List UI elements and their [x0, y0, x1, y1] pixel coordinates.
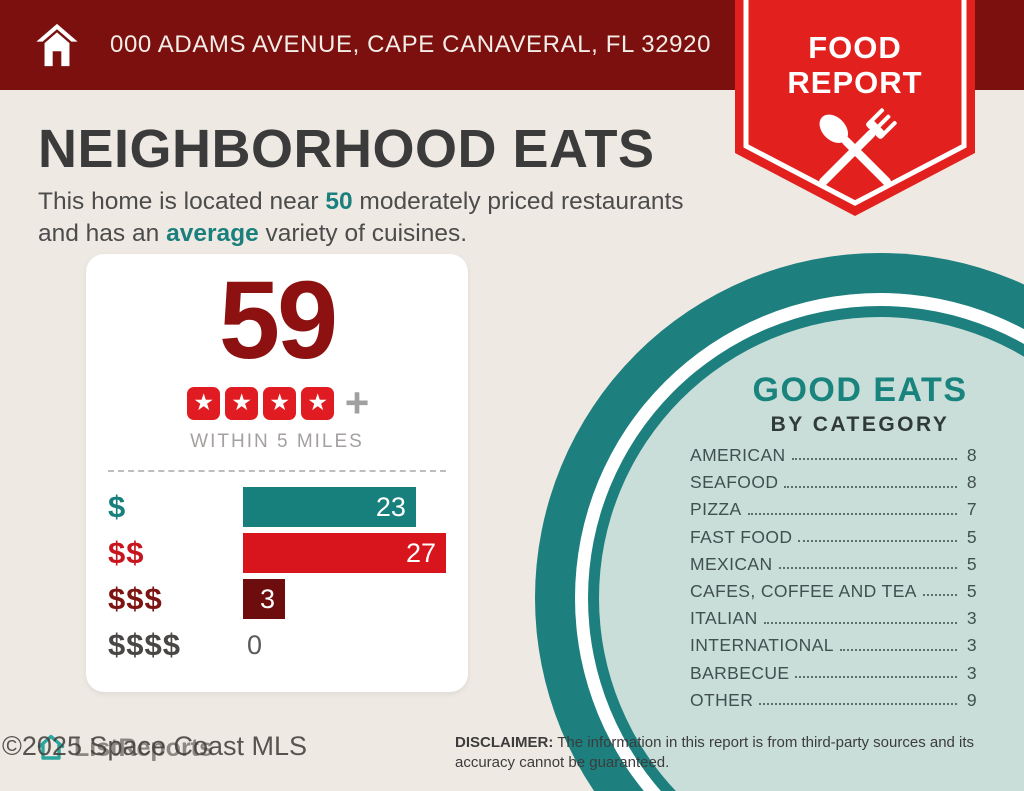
chart-row-price1: $ 23 [108, 487, 446, 527]
category-label: MEXICAN [690, 553, 773, 574]
intro-text: This home is located near 50 moderately … [38, 186, 710, 251]
star-rating: ★ ★ ★ ★ + [86, 382, 468, 424]
bar-track: 3 [243, 579, 446, 619]
ribbon-line1: FOOD [808, 30, 902, 65]
bar-value: 27 [405, 537, 436, 568]
good-eats-title: GOOD EATS [752, 371, 968, 409]
category-row: BARBECUE 3 [690, 660, 977, 687]
chart-row-price3: $$$ 3 [108, 579, 446, 619]
dotted-leader [839, 641, 957, 651]
listreports-house-icon [37, 734, 65, 760]
category-label: CAFES, COFFEE AND TEA [690, 581, 917, 602]
category-label: BARBECUE [690, 662, 790, 683]
bar-price3: 3 [243, 579, 285, 619]
category-label: SEAFOOD [690, 472, 779, 493]
category-row: AMERICAN 8 [690, 442, 977, 469]
restaurant-summary-card: 59 ★ ★ ★ ★ + WITHIN 5 MILES $ 23 $$ 27 $$$ [86, 254, 468, 692]
dotted-leader [798, 532, 957, 542]
star-icon: ★ [187, 386, 221, 420]
price-label: $$$$ [108, 627, 181, 662]
price-level-chart: $ 23 $$ 27 $$$ 3 $$$$ 0 [108, 487, 446, 665]
category-count: 5 [966, 526, 977, 547]
page-title: NEIGHBORHOOD EATS [38, 119, 655, 179]
intro-pre: This home is located near [38, 188, 326, 215]
ribbon-line2: REPORT [787, 65, 922, 100]
dashed-divider [108, 470, 446, 472]
category-row: INTERNATIONAL 3 [690, 632, 977, 659]
dotted-leader [784, 478, 957, 488]
price-label: $ [108, 489, 127, 524]
variety-highlight: average [166, 220, 259, 248]
listreports-logo: ListReports [36, 733, 213, 763]
radius-label: WITHIN 5 MILES [190, 431, 364, 452]
bar-track: 0 [243, 625, 446, 665]
dotted-leader [922, 587, 957, 597]
mls-watermark: ©2025 Space Coast MLS [2, 731, 308, 761]
disclaimer-text: The information in this report is from t… [455, 734, 975, 772]
bar-price1: 23 [243, 487, 416, 527]
category-label: PIZZA [690, 499, 742, 520]
category-count: 8 [966, 472, 977, 493]
dotted-leader [763, 614, 957, 624]
disclaimer: DISCLAIMER: The information in this repo… [455, 733, 1020, 774]
star-icon: ★ [225, 386, 259, 420]
category-row: OTHER 9 [690, 687, 977, 714]
bar-value: 0 [247, 629, 263, 660]
price-label: $$$ [108, 581, 163, 616]
chart-row-price2: $$ 27 [108, 533, 446, 573]
restaurant-count: 50 [325, 188, 353, 215]
spoon-fork-icon [819, 108, 897, 186]
good-eats-subtitle: BY CATEGORY [770, 413, 950, 436]
category-list: AMERICAN 8 SEAFOOD 8 PIZZA 7 FAST FOOD 5 MEXICAN… [690, 442, 977, 714]
bar-track: 27 [243, 533, 446, 573]
category-row: ITALIAN 3 [690, 605, 977, 632]
category-label: AMERICAN [690, 445, 786, 466]
dotted-leader [747, 505, 957, 515]
intro-mid: moderately priced restaurants and has an [38, 188, 684, 248]
plus-icon: + [344, 379, 370, 426]
dotted-leader [759, 695, 957, 706]
listreports-logo-text: ListReports [74, 733, 213, 762]
category-label: FAST FOOD [690, 526, 793, 547]
good-eats-circle: GOOD EATS BY CATEGORY AMERICAN 8 SEAFOOD 8 P… [535, 253, 1024, 791]
bar-track: 23 [243, 487, 446, 527]
star-icon: ★ [263, 386, 297, 420]
bar-price2: 27 [243, 533, 446, 573]
category-label: INTERNATIONAL [690, 635, 834, 656]
category-count: 7 [966, 499, 977, 520]
disclaimer-label: DISCLAIMER: [455, 734, 554, 751]
dotted-leader [778, 560, 957, 570]
dotted-leader [791, 451, 957, 461]
category-count: 8 [966, 445, 977, 466]
total-restaurants: 59 [218, 259, 338, 382]
bar-value: 3 [259, 583, 275, 614]
category-row: PIZZA 7 [690, 496, 977, 523]
price-label: $$ [108, 535, 145, 570]
category-count: 5 [966, 581, 977, 602]
category-count: 9 [966, 689, 977, 710]
category-count: 3 [966, 662, 977, 683]
star-icon: ★ [301, 386, 335, 420]
chart-row-price4: $$$$ 0 [108, 625, 446, 665]
intro-post: variety of cuisines. [258, 220, 468, 248]
dotted-leader [795, 668, 957, 678]
star-badges: ★ ★ ★ ★ [185, 386, 337, 420]
bar-value: 23 [375, 491, 406, 522]
property-address: 000 ADAMS AVENUE, CAPE CANAVERAL, FL 329… [110, 31, 712, 58]
category-row: FAST FOOD 5 [690, 524, 977, 551]
category-row: SEAFOOD 8 [690, 469, 977, 496]
category-row: MEXICAN 5 [690, 551, 977, 578]
category-count: 3 [966, 608, 977, 629]
category-row: CAFES, COFFEE AND TEA 5 [690, 578, 977, 605]
food-report-ribbon: FOOD REPORT [735, 0, 975, 216]
category-label: OTHER [690, 689, 754, 710]
category-count: 5 [966, 553, 977, 574]
category-count: 3 [966, 635, 977, 656]
bar-price4: 0 [243, 625, 446, 665]
category-label: ITALIAN [690, 608, 758, 629]
home-icon [36, 23, 78, 67]
